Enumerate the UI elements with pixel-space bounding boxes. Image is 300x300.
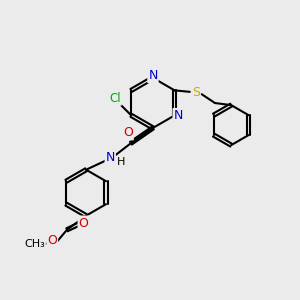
Text: O: O [123,126,133,140]
Text: N: N [173,109,183,122]
Text: H: H [117,157,125,167]
Text: N: N [148,69,158,82]
Text: N: N [106,151,115,164]
Text: O: O [79,217,88,230]
Text: Cl: Cl [109,92,121,105]
Text: O: O [47,234,57,247]
Text: S: S [192,86,200,99]
Text: CH₃: CH₃ [24,239,45,249]
